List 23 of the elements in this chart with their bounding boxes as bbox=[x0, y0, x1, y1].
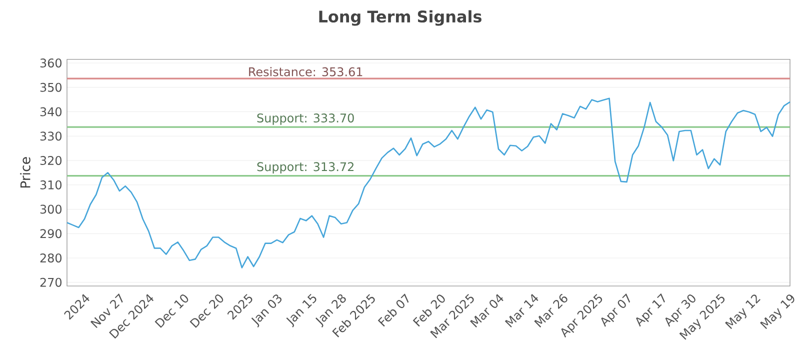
x-tick-label: Apr 17 bbox=[636, 293, 665, 327]
y-tick-label: 300 bbox=[40, 204, 62, 214]
x-tick-label: Feb 07 bbox=[378, 294, 409, 327]
ref-line-label: Support: 313.72 bbox=[257, 162, 354, 174]
x-tick-label: Dec 10 bbox=[154, 294, 188, 328]
y-tick-label: 290 bbox=[40, 229, 62, 238]
y-axis-title: Price bbox=[20, 157, 30, 188]
x-tick-label: Dec 20 bbox=[190, 294, 224, 328]
y-tick-label: 310 bbox=[40, 180, 62, 190]
ref-line-label: Resistance: 353.61 bbox=[249, 67, 362, 76]
y-tick-label: 350 bbox=[40, 82, 62, 92]
chart-title: Long Term Signals bbox=[319, 10, 482, 26]
x-tick-label: Jan 03 bbox=[251, 294, 282, 328]
y-tick-label: 320 bbox=[40, 156, 62, 166]
x-tick-label: Jan 15 bbox=[286, 294, 316, 328]
y-tick-label: 330 bbox=[40, 132, 62, 141]
y-tick-label: 340 bbox=[40, 107, 62, 116]
ref-line-label: Support: 333.70 bbox=[257, 113, 354, 125]
y-tick-label: 360 bbox=[40, 58, 62, 68]
y-tick-label: 270 bbox=[40, 278, 62, 287]
x-tick-label: Apr 07 bbox=[601, 293, 630, 327]
y-tick-label: 280 bbox=[40, 253, 62, 262]
line-series bbox=[66, 98, 791, 268]
